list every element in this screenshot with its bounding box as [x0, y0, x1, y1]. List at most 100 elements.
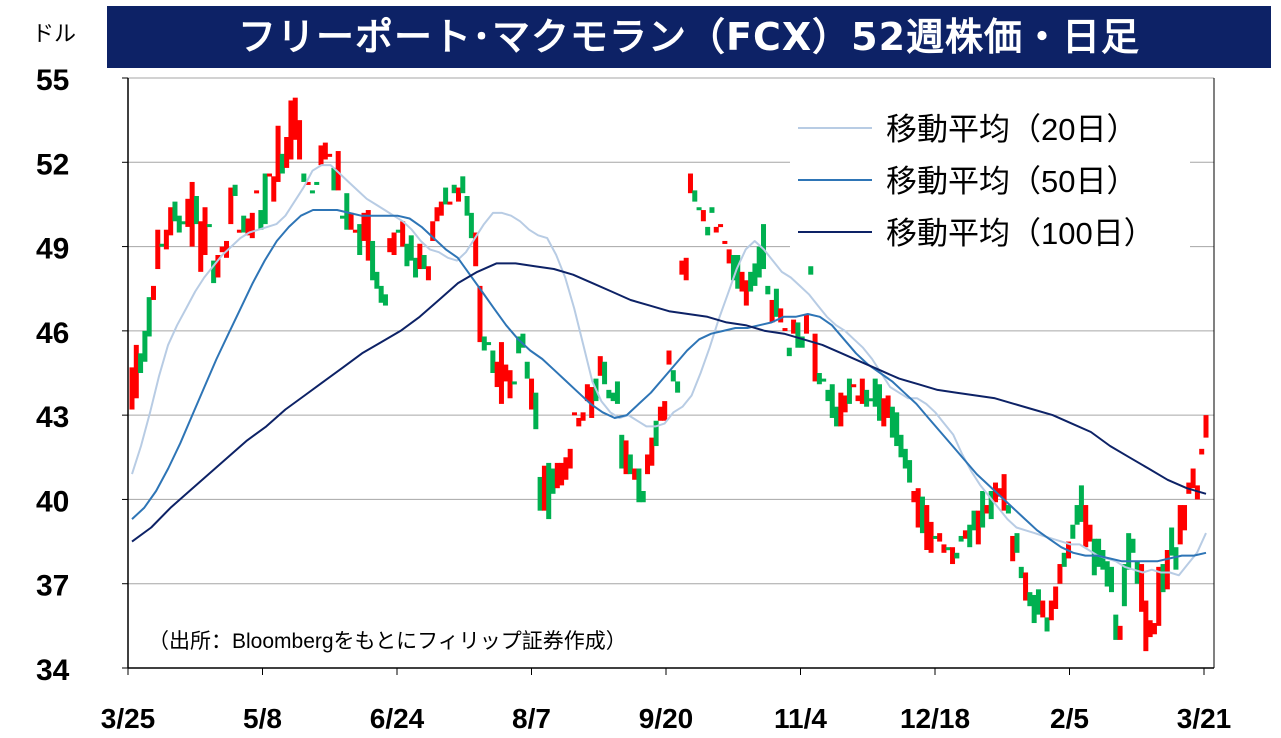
- candle-down: [279, 153, 285, 174]
- candle-up: [473, 232, 479, 267]
- candle-up: [812, 333, 818, 382]
- candle-down: [877, 384, 883, 421]
- candle-down: [421, 255, 427, 270]
- candle-down: [692, 190, 698, 202]
- candle-down: [606, 389, 612, 399]
- candle-down: [675, 381, 681, 393]
- x-tick-label: 5/8: [243, 703, 282, 734]
- candle-up: [163, 229, 169, 250]
- candles: [129, 97, 1209, 652]
- candle-down: [1031, 594, 1037, 624]
- candle-up: [687, 173, 693, 194]
- ma-series-line: [131, 209, 1207, 563]
- candle-up: [305, 181, 311, 185]
- candle-down: [309, 190, 315, 194]
- candle-down: [730, 255, 736, 281]
- candle-down: [1091, 538, 1097, 576]
- candle-down: [670, 370, 676, 382]
- candle-down: [159, 243, 165, 247]
- candle-down: [537, 476, 543, 511]
- y-axis-unit: ドル: [32, 22, 77, 47]
- candle-up: [992, 482, 998, 503]
- candle-down: [524, 361, 530, 379]
- candle-down: [1070, 524, 1076, 539]
- candle-down: [786, 347, 792, 357]
- candle-down: [1108, 566, 1114, 593]
- candle-down: [980, 491, 986, 528]
- candle-down: [395, 229, 401, 233]
- candle-down: [146, 297, 152, 337]
- candle-up: [322, 142, 328, 160]
- candle-down: [902, 448, 908, 469]
- candle-down: [232, 184, 238, 196]
- candle-down: [460, 176, 466, 194]
- candle-up: [851, 384, 857, 388]
- candle-up: [1194, 485, 1200, 500]
- candle-down: [872, 378, 878, 407]
- candle-up: [859, 378, 865, 404]
- candle-down: [138, 353, 144, 373]
- candle-down: [258, 210, 264, 230]
- candle-up: [1139, 564, 1145, 612]
- candle-up: [1156, 566, 1162, 626]
- candle-up: [284, 137, 290, 168]
- candle-down: [464, 196, 470, 216]
- legend-label: 移動平均（50日）: [886, 164, 1137, 199]
- candle-up: [168, 207, 174, 236]
- candle-up: [567, 448, 573, 469]
- candle-down: [1173, 547, 1179, 570]
- candle-up: [743, 280, 749, 306]
- candle-up: [997, 488, 1003, 497]
- candle-up: [254, 190, 260, 194]
- candle-down: [868, 398, 874, 402]
- candle-up: [1151, 623, 1157, 635]
- candle-down: [374, 271, 380, 289]
- candle-up: [623, 440, 629, 475]
- candle-down: [206, 224, 212, 228]
- candle-up: [1164, 550, 1170, 590]
- candle-up: [782, 328, 788, 332]
- candle-down: [481, 336, 487, 351]
- candle-up: [1190, 468, 1196, 489]
- candle-up: [1117, 625, 1123, 640]
- candle-up: [133, 344, 139, 399]
- candle-up: [1023, 572, 1029, 601]
- candle-down: [511, 381, 517, 385]
- candle-down: [443, 187, 449, 205]
- candle-up: [271, 176, 277, 202]
- candle-up: [941, 544, 947, 553]
- candle-down: [172, 201, 178, 222]
- candle-down: [357, 224, 363, 255]
- candle-down: [486, 342, 492, 346]
- candle-down: [176, 215, 182, 233]
- candle-down: [932, 535, 938, 539]
- candle-up: [645, 454, 651, 475]
- y-tick-label: 40: [36, 485, 69, 518]
- candle-up: [924, 505, 930, 550]
- candle-up: [202, 207, 208, 255]
- candle-up: [249, 212, 255, 239]
- candle-down: [1169, 527, 1175, 556]
- x-tick-label: 2/5: [1050, 703, 1089, 734]
- legend-label: 移動平均（20日）: [886, 112, 1137, 147]
- candle-up: [129, 367, 135, 410]
- candle-up: [348, 212, 354, 230]
- x-tick-label: 3/21: [1177, 703, 1232, 734]
- candle-up: [1177, 505, 1183, 545]
- candle-down: [619, 434, 625, 469]
- candle-down: [241, 215, 247, 233]
- candle-down: [756, 246, 762, 278]
- candle-up: [352, 229, 358, 233]
- candle-down: [1014, 533, 1020, 553]
- candle-down: [1027, 592, 1033, 607]
- candle-up: [327, 153, 333, 157]
- candle-up: [425, 266, 431, 281]
- candle-up: [1048, 600, 1054, 621]
- candle-down: [181, 221, 187, 225]
- candle-up: [632, 468, 638, 480]
- candle-down: [614, 381, 620, 404]
- candle-down: [1005, 505, 1011, 514]
- candle-down: [864, 389, 870, 407]
- x-tick-label: 11/4: [774, 703, 827, 734]
- candle-up: [365, 210, 371, 261]
